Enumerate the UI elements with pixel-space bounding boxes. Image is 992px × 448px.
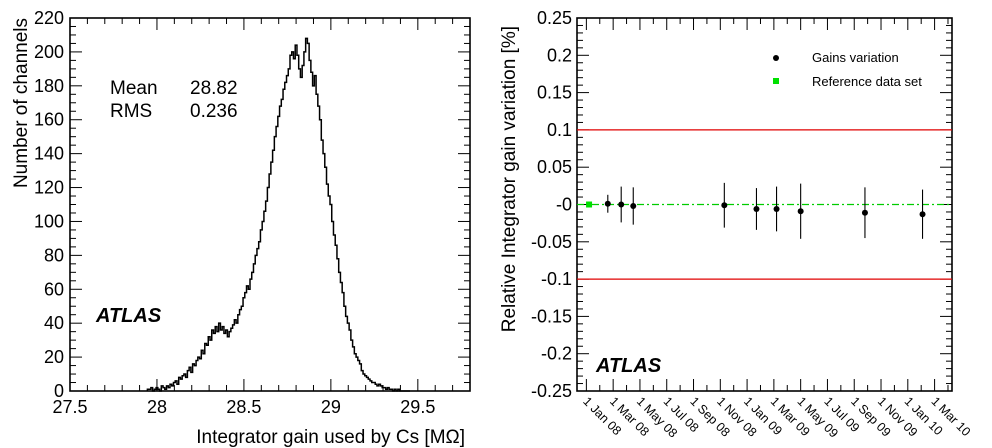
gains-point [630, 202, 637, 209]
variation-atlas-watermark: ATLAS [595, 355, 662, 377]
legend-gains-marker [773, 55, 779, 61]
histogram-y-tick-label: 60 [44, 279, 64, 299]
histogram-y-tick-label: 0 [54, 381, 64, 401]
histogram-x-tick-label: 29.5 [400, 397, 435, 417]
legend-gains-label: Gains variation [812, 50, 899, 65]
gains-point [797, 208, 804, 215]
histogram-x-tick-label: 28 [147, 397, 167, 417]
histogram-y-tick-label: 160 [34, 110, 64, 130]
variation-ticks [577, 17, 952, 392]
reference-point [586, 201, 593, 208]
histogram-y-axis-title: Number of channels [11, 18, 32, 188]
gains-point [919, 211, 926, 218]
gains-point [618, 201, 625, 208]
histogram-y-tick-label: 100 [34, 211, 64, 231]
variation-y-tick-label: 0.15 [537, 83, 572, 103]
stat-mean-label: Mean [110, 78, 158, 99]
histogram-panel: 27.5 28 28.5 29 29.5 0 20 40 60 80 100 120 140 160 180… [11, 8, 471, 448]
variation-y-tick-label: 0.05 [537, 157, 572, 177]
variation-y-tick-label: -0 [556, 195, 572, 215]
histogram-ticks [69, 17, 471, 392]
histogram-y-tick-label: 220 [34, 8, 64, 28]
variation-reference-lines [577, 129, 952, 280]
histogram-atlas-watermark: ATLAS [95, 305, 162, 327]
variation-y-tick-label: 0.25 [537, 8, 572, 28]
histogram-y-tick-label: 80 [44, 245, 64, 265]
gains-point [861, 209, 868, 216]
histogram-x-axis-title: Integrator gain used by Cs [MΩ] [196, 427, 465, 448]
stat-rms-label: RMS [110, 101, 152, 122]
histogram-y-tick-label: 140 [34, 144, 64, 164]
histogram-frame [69, 17, 471, 392]
histogram-y-tick-label: 20 [44, 347, 64, 367]
histogram-x-tick-label: 28.5 [226, 397, 261, 417]
histogram-line [146, 37, 410, 392]
variation-y-axis-title: Relative Integrator gain variation [%] [499, 26, 520, 332]
histogram-y-tick-label: 200 [34, 42, 64, 62]
gains-point [753, 205, 760, 212]
histogram-y-tick-label: 40 [44, 313, 64, 333]
stat-mean-value: 28.82 [190, 78, 238, 99]
histogram-x-tick-label: 29 [321, 397, 341, 417]
variation-y-tick-label: -0.2 [541, 344, 572, 364]
stat-rms-value: 0.236 [190, 101, 238, 122]
gains-point [721, 202, 728, 209]
variation-y-tick-label: 0.1 [547, 120, 572, 140]
variation-y-tick-label: -0.1 [541, 269, 572, 289]
variation-points [586, 182, 926, 239]
variation-panel: -0.25 -0.2 -0.15 -0.1 -0.05 -0 0.05 0.1 0.15 0.2 0… [499, 8, 973, 441]
legend-reference-label: Reference data set [812, 74, 922, 89]
histogram-y-tick-label: 180 [34, 76, 64, 96]
variation-y-tick-label: -0.25 [531, 381, 572, 401]
histogram-x-tick-label: 27.5 [52, 397, 87, 417]
gains-point [773, 205, 780, 212]
legend-reference-marker [773, 78, 779, 84]
variation-y-tick-label: -0.05 [531, 232, 572, 252]
variation-y-tick-label: -0.15 [531, 306, 572, 326]
variation-y-tick-label: 0.2 [547, 45, 572, 65]
gains-point [604, 200, 611, 207]
histogram-tick-labels: 27.5 28 28.5 29 29.5 0 20 40 60 80 100 120 140 160 180… [34, 8, 435, 417]
histogram-y-tick-label: 120 [34, 178, 64, 198]
